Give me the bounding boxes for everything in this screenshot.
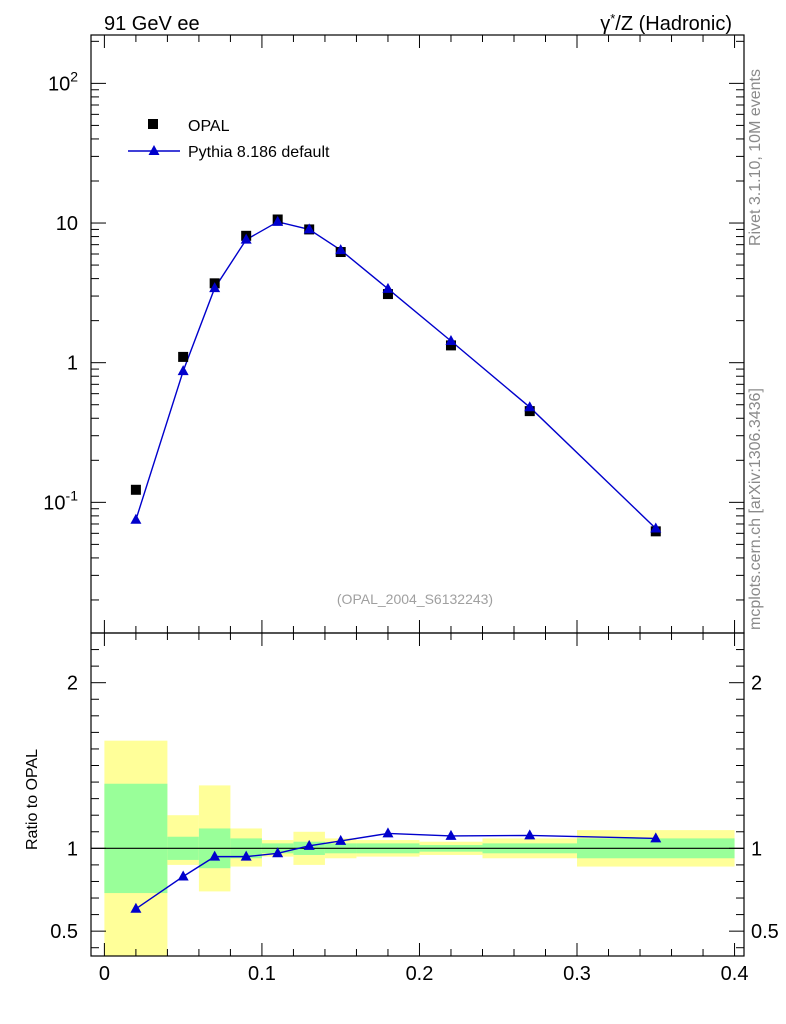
mc-point-pythia: [209, 282, 221, 293]
data-point-opal: [130, 484, 141, 495]
mc-point-pythia: [240, 233, 252, 244]
mc-line: [135, 221, 657, 529]
legend-mc-label: Pythia 8.186 default: [188, 144, 330, 161]
ratio-y-tick-label-left: 1: [67, 838, 78, 860]
tick-exp: -1: [66, 487, 79, 503]
mc-point-pythia: [272, 215, 284, 226]
band-inner-0: [104, 783, 168, 894]
ratio-mc-point: [524, 829, 536, 840]
ratio-y-tick-label-right: 1: [751, 838, 762, 860]
title-sup: *: [610, 11, 615, 26]
side-label-bottom: mcplots.cern.ch [arXiv:1306.3436]: [747, 388, 764, 630]
ratio-y-axis-label: Ratio to OPAL: [24, 749, 41, 850]
ratio-y-tick-label-left: 2: [67, 673, 78, 695]
legend-opal-marker: [148, 119, 158, 129]
ratio-mc-point: [240, 850, 252, 861]
x-tick-label: 0.1: [248, 963, 276, 985]
mc-point-pythia: [335, 244, 347, 255]
tick-base: 10: [48, 73, 70, 95]
mc-point-pythia: [177, 365, 189, 376]
ratio-mc-point: [445, 829, 457, 840]
y-tick-label-10: 10: [56, 213, 78, 235]
y-tick-label-1: 1: [67, 353, 78, 375]
ratio-mc-point: [209, 850, 221, 861]
mc-point-pythia: [303, 223, 315, 234]
gamma-symbol: γ: [600, 13, 610, 35]
legend: OPAL Pythia 8.186 default: [128, 118, 330, 161]
ratio-mc-point: [335, 834, 347, 845]
x-tick-label: 0.3: [563, 963, 591, 985]
y-tick-label-1e-1: 10-1: [43, 487, 78, 514]
mc-point-pythia: [650, 522, 662, 533]
header-right-title: γ*/Z (Hadronic): [600, 11, 732, 35]
x-tick-label: 0: [99, 963, 110, 985]
ratio-y-tick-label-right: 0.5: [751, 921, 779, 943]
x-tick-label: 0.2: [406, 963, 434, 985]
title-suffix: /Z (Hadronic): [615, 13, 732, 35]
side-label-top: Rivet 3.1.10, 10M events: [747, 69, 764, 246]
data-point-opal: [445, 340, 456, 351]
ratio-mc-point: [272, 847, 284, 858]
tick-exp: 2: [70, 68, 78, 84]
legend-mc-marker: [148, 145, 160, 155]
ratio-mc-point: [130, 902, 142, 913]
ratio-mc-point: [177, 870, 189, 881]
data-point-opal: [178, 351, 189, 362]
header-left-title: 91 GeV ee: [104, 13, 200, 35]
x-tick-label: 0.4: [721, 963, 749, 985]
main-panel: 10210110-1(OPAL_2004_S6132243)OPALPythia…: [43, 34, 745, 634]
analysis-watermark: (OPAL_2004_S6132243): [337, 591, 493, 607]
ratio-frame: [90, 632, 745, 957]
data-point-opal: [382, 289, 393, 300]
ratio-mc-point: [650, 832, 662, 843]
mc-point-pythia: [130, 513, 142, 524]
legend-opal-label: OPAL: [188, 118, 230, 135]
mc-point-pythia: [524, 401, 536, 412]
tick-base: 10: [43, 492, 65, 514]
ratio-mc-point: [303, 839, 315, 850]
ratio-y-tick-label-left: 0.5: [50, 921, 78, 943]
y-tick-label-1e2: 102: [48, 68, 78, 95]
mc-point-pythia: [445, 334, 457, 345]
mc-point-pythia: [382, 282, 394, 293]
ratio-y-tick-label-right: 2: [751, 673, 762, 695]
ratio-mc-point: [382, 827, 394, 838]
